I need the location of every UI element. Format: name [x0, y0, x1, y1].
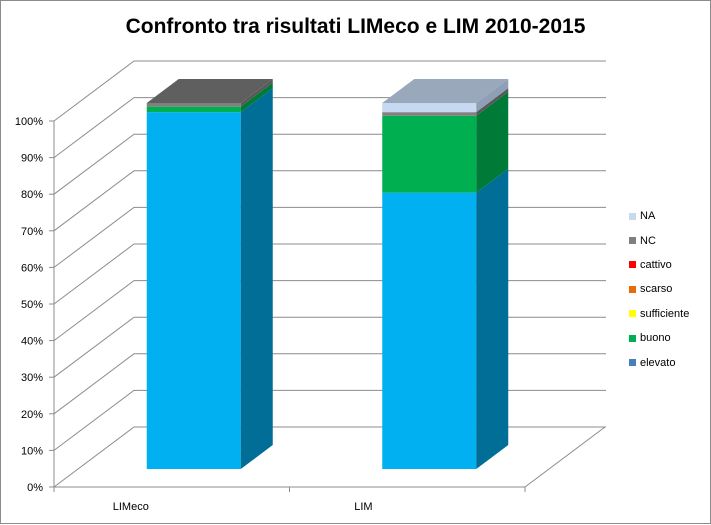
y-axis-label: 80%: [21, 189, 43, 201]
legend-item-nc: NC: [629, 228, 689, 252]
floor-right-edge: [524, 426, 606, 488]
legend-label: scarso: [640, 283, 673, 296]
y-axis-label: 60%: [21, 262, 43, 274]
gridline: [53, 243, 606, 305]
gridline: [53, 389, 606, 451]
y-axis-label: 90%: [21, 153, 43, 165]
legend-item-buono: buono: [629, 326, 689, 350]
x-axis-label: LIM: [354, 501, 372, 513]
legend-item-scarso: scarso: [629, 277, 689, 301]
gridline: [53, 426, 606, 488]
bar-top-face: [146, 79, 273, 103]
legend-label: buono: [640, 332, 671, 345]
chart-title: Confronto tra risultati LIMeco e LIM 201…: [125, 15, 586, 38]
gridline: [53, 97, 606, 159]
legend-label: sufficiente: [640, 307, 690, 320]
bar-segment-side-elevato: [476, 168, 509, 470]
y-axis-label: 30%: [21, 372, 43, 384]
legend-swatch: [629, 237, 636, 245]
bar-segment-front-na: [382, 103, 477, 113]
bar-segment-front-nc: [382, 112, 477, 116]
bar-segment-side-na: [476, 79, 509, 113]
gridline: [53, 206, 606, 268]
bar-segment-front-elevato: [146, 112, 241, 470]
legend-label: NA: [640, 210, 656, 223]
bar-top-face: [382, 79, 509, 103]
gridline: [53, 280, 606, 342]
y-axis-label: 40%: [21, 336, 43, 348]
legend-swatch: [629, 261, 636, 269]
bar-segment-front-buono: [382, 115, 477, 193]
legend-swatch: [629, 310, 636, 318]
y-axis-label: 70%: [21, 226, 43, 238]
gridline: [53, 133, 606, 195]
gridline: [53, 170, 606, 232]
bar-segment-side-nc: [476, 88, 509, 116]
y-axis-label: 100%: [15, 116, 43, 128]
gridline: [53, 316, 606, 378]
legend-swatch: [629, 285, 636, 293]
y-axis-label: 10%: [21, 445, 43, 457]
legend-item-cattivo: cattivo: [629, 253, 689, 277]
y-axis-label: 0%: [27, 482, 43, 494]
legend-item-na: NA: [629, 204, 689, 228]
x-axis-label: LIMeco: [113, 501, 149, 513]
legend-label: elevato: [640, 356, 676, 369]
legend-swatch: [629, 334, 636, 342]
legend: NA NC cattivo scarso sufficiente buono elevato: [629, 204, 689, 375]
legend-label: NC: [640, 234, 656, 247]
legend-swatch: [629, 212, 636, 220]
legend-item-elevato: elevato: [629, 350, 689, 374]
y-axis-label: 20%: [21, 409, 43, 421]
legend-swatch: [629, 359, 636, 367]
bar-segment-side-buono: [476, 91, 509, 193]
bar-segment-side-elevato: [240, 88, 273, 470]
bar-segment-front-buono: [146, 106, 241, 113]
y-axis-label: 50%: [21, 299, 43, 311]
bar-segment-front-elevato: [382, 192, 477, 470]
gridline: [53, 353, 606, 415]
bar-segment-front-nc: [146, 103, 241, 107]
bar-segment-side-nc: [240, 79, 273, 107]
legend-item-sufficiente: sufficiente: [629, 302, 689, 326]
bar-segment-side-buono: [240, 82, 273, 113]
gridline: [53, 60, 606, 122]
legend-label: cattivo: [640, 258, 672, 271]
